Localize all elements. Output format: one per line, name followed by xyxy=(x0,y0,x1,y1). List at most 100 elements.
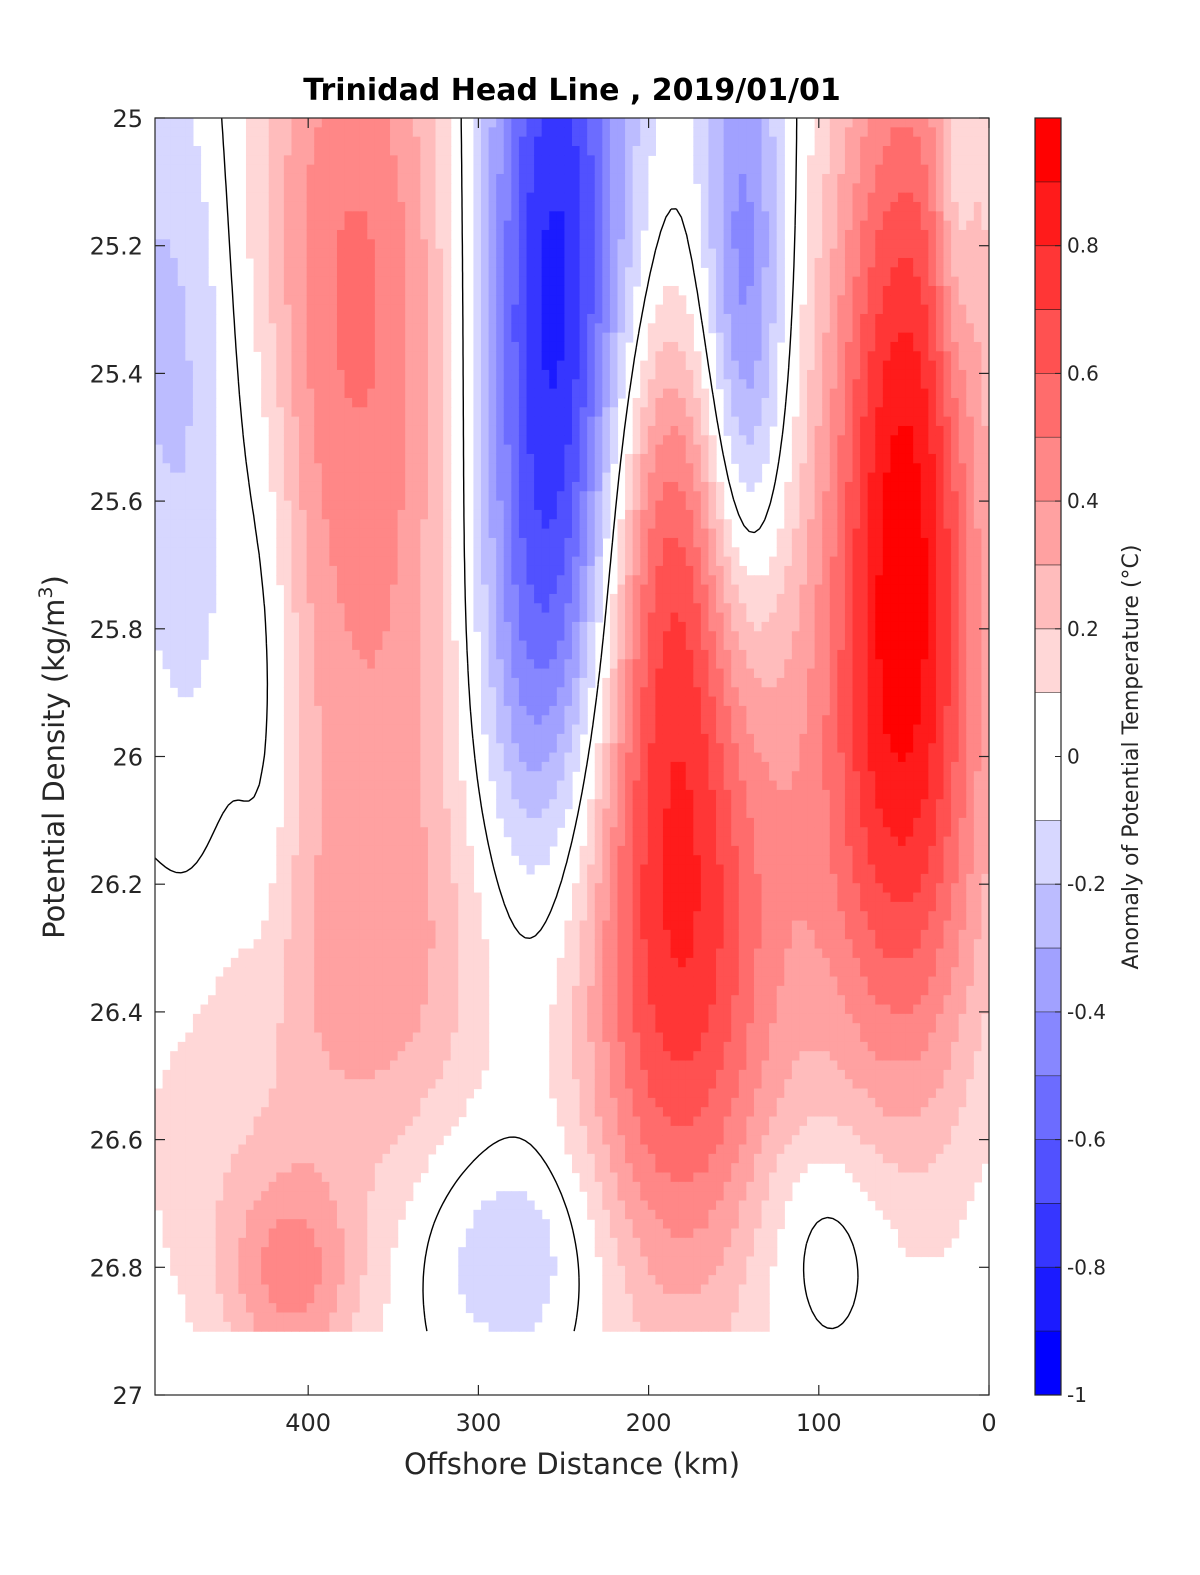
contour-cell xyxy=(336,911,346,922)
contour-cell xyxy=(336,1200,346,1211)
contour-cell xyxy=(534,1284,543,1295)
contour-cell xyxy=(344,761,353,772)
contour-cell xyxy=(321,1228,330,1239)
contour-cell xyxy=(352,1041,361,1052)
contour-cell xyxy=(405,892,414,903)
contour-cell xyxy=(336,397,346,408)
contour-cell xyxy=(420,789,429,800)
contour-cell xyxy=(382,789,391,800)
contour-cell xyxy=(427,864,437,875)
contour-cell xyxy=(390,127,399,138)
contour-cell xyxy=(299,295,308,306)
contour-cell xyxy=(215,1023,224,1034)
contour-cell xyxy=(185,537,194,548)
contour-cell xyxy=(170,1163,179,1174)
contour-cell xyxy=(420,1051,429,1062)
contour-cell xyxy=(503,1293,512,1304)
contour-cell xyxy=(291,183,300,194)
contour-cell xyxy=(352,1116,361,1127)
contour-cell xyxy=(314,855,323,866)
contour-cell xyxy=(215,1321,224,1332)
contour-cell xyxy=(314,649,323,660)
contour-cell xyxy=(314,1125,323,1136)
contour-cell xyxy=(420,836,429,847)
contour-cell xyxy=(276,360,285,371)
contour-cell xyxy=(314,146,323,156)
contour-cell xyxy=(518,780,528,791)
contour-cell xyxy=(435,183,444,194)
contour-cell xyxy=(291,491,300,502)
contour-cell xyxy=(245,1275,255,1286)
contour-cell xyxy=(427,379,437,390)
contour-cell xyxy=(336,1284,346,1295)
contour-cell xyxy=(321,1265,330,1276)
contour-cell xyxy=(268,957,277,968)
contour-cell xyxy=(382,248,391,259)
contour-cell xyxy=(314,369,323,380)
contour-cell xyxy=(541,509,550,520)
contour-cell xyxy=(352,173,361,184)
contour-cell xyxy=(306,743,315,754)
contour-cell xyxy=(496,472,505,483)
contour-cell xyxy=(261,341,270,352)
contour-cell xyxy=(397,220,406,231)
contour-cell xyxy=(238,1088,247,1099)
contour-cell xyxy=(412,211,421,222)
contour-cell xyxy=(268,407,277,418)
contour-cell xyxy=(534,789,543,800)
contour-cell xyxy=(177,519,186,530)
contour-cell xyxy=(336,1265,346,1276)
contour-cell xyxy=(177,173,186,184)
contour-cell xyxy=(420,472,429,483)
contour-cell xyxy=(390,537,399,548)
contour-cell xyxy=(412,948,421,959)
contour-cell xyxy=(283,1321,293,1332)
contour-cell xyxy=(208,463,217,474)
contour-cell xyxy=(230,1004,239,1015)
contour-cell xyxy=(170,341,179,352)
contour-cell xyxy=(329,799,338,810)
contour-cell xyxy=(390,1097,399,1108)
contour-cell xyxy=(503,360,512,371)
contour-cell xyxy=(283,1004,293,1015)
contour-cell xyxy=(397,593,406,604)
contour-cell xyxy=(291,481,300,492)
contour-cell xyxy=(162,1107,171,1118)
contour-cell xyxy=(450,976,459,987)
contour-cell xyxy=(458,1088,467,1099)
contour-cell xyxy=(503,285,512,296)
contour-cell xyxy=(541,1219,550,1230)
contour-cell xyxy=(359,799,368,810)
contour-cell xyxy=(329,1228,338,1239)
contour-cell xyxy=(534,341,543,352)
contour-cell xyxy=(412,257,421,268)
contour-cell xyxy=(427,537,437,548)
contour-cell xyxy=(427,407,437,418)
contour-cell xyxy=(208,1219,217,1230)
contour-cell xyxy=(306,677,315,688)
contour-cell xyxy=(344,1013,353,1024)
contour-cell xyxy=(488,118,497,128)
contour-cell xyxy=(503,323,512,334)
contour-cell xyxy=(435,500,444,511)
contour-cell xyxy=(390,146,399,156)
contour-cell xyxy=(261,248,270,259)
contour-cell xyxy=(541,276,550,287)
contour-cell xyxy=(420,901,429,912)
contour-cell xyxy=(291,407,300,418)
contour-cell xyxy=(344,1247,353,1258)
contour-cell xyxy=(450,892,459,903)
contour-cell xyxy=(465,939,475,950)
contour-cell xyxy=(382,239,391,250)
contour-cell xyxy=(374,603,384,614)
contour-cell xyxy=(390,677,399,688)
contour-cell xyxy=(336,285,346,296)
contour-cell xyxy=(306,911,315,922)
contour-cell xyxy=(443,995,452,1006)
contour-cell xyxy=(306,127,315,138)
contour-cell xyxy=(329,1051,338,1062)
contour-cell xyxy=(291,173,300,184)
contour-cell xyxy=(238,1079,247,1090)
contour-cell xyxy=(367,995,376,1006)
contour-cell xyxy=(185,360,194,371)
